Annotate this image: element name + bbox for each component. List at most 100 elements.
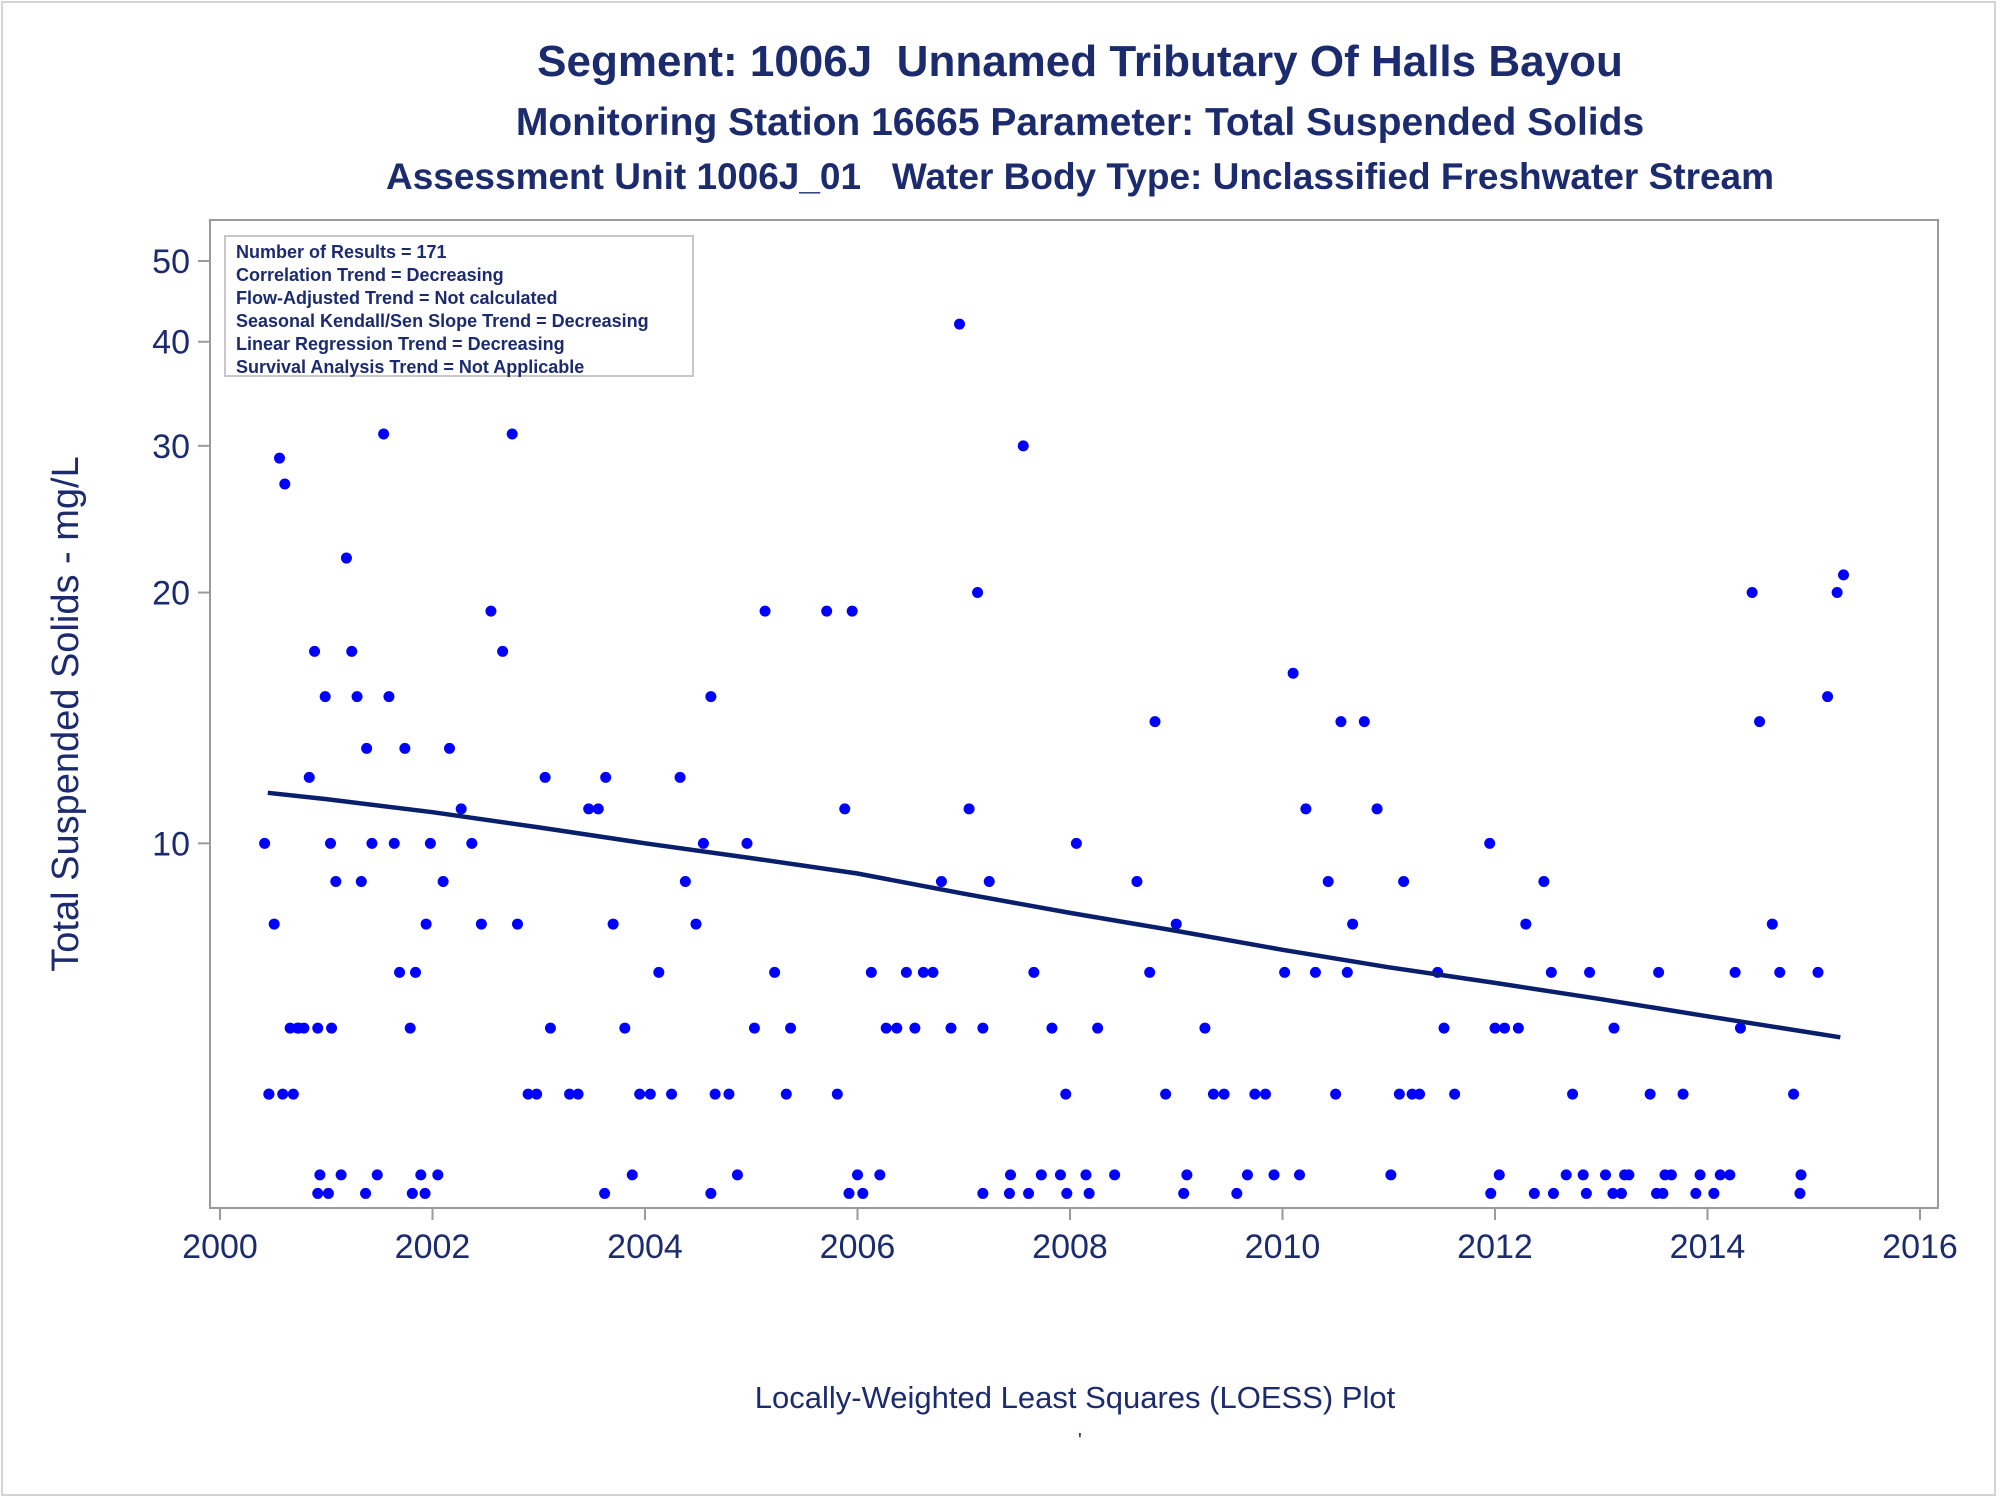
data-point (287, 1088, 299, 1100)
data-point (674, 771, 686, 783)
data-point (259, 837, 271, 849)
data-point (1665, 1169, 1677, 1181)
data-point (406, 1187, 418, 1199)
stat-line: Seasonal Kendall/Sen Slope Trend = Decre… (236, 311, 649, 331)
data-point (475, 918, 487, 930)
chart-subtitle-2: Assessment Unit 1006J_01 Water Body Type… (80, 156, 2000, 198)
data-point (1493, 1169, 1505, 1181)
data-point (972, 587, 984, 599)
data-point (1070, 837, 1082, 849)
data-point (690, 918, 702, 930)
data-point (843, 1187, 855, 1199)
data-point (1170, 918, 1182, 930)
data-point (1812, 966, 1824, 978)
data-point (1144, 966, 1156, 978)
data-point (935, 875, 947, 887)
data-point (1028, 966, 1040, 978)
data-point (497, 645, 509, 657)
data-point (599, 1187, 611, 1199)
data-point (312, 1187, 324, 1199)
data-point (1567, 1088, 1579, 1100)
data-point (1294, 1169, 1305, 1181)
data-point (346, 645, 358, 657)
data-point (1547, 1187, 1559, 1199)
data-point (977, 1022, 989, 1034)
data-point (1520, 918, 1532, 930)
chart-title: Segment: 1006J Unnamed Tributary Of Hall… (537, 37, 1623, 86)
data-point (322, 1187, 334, 1199)
data-point (1330, 1088, 1342, 1100)
data-point (1080, 1169, 1092, 1181)
data-point (857, 1187, 869, 1199)
data-point (1017, 440, 1029, 452)
data-point (1729, 966, 1741, 978)
y-tick-label: 50 (152, 243, 190, 281)
data-point (420, 918, 432, 930)
y-tick-label: 20 (152, 575, 190, 613)
data-point (1746, 587, 1758, 599)
data-point (1499, 1022, 1511, 1034)
data-point (679, 875, 691, 887)
data-point (415, 1169, 427, 1181)
data-point (1300, 803, 1312, 815)
data-point (874, 1169, 886, 1181)
data-point (705, 1187, 717, 1199)
data-point (1249, 1088, 1261, 1100)
data-point (378, 428, 390, 440)
data-point (748, 1022, 760, 1034)
data-point (1512, 1022, 1524, 1034)
stat-line: Survival Analysis Trend = Not Applicable (236, 357, 585, 377)
data-point (666, 1088, 678, 1100)
data-point (634, 1088, 646, 1100)
data-point (522, 1088, 534, 1100)
data-point (909, 1022, 921, 1034)
y-tick-label: 10 (152, 825, 190, 863)
data-point (1061, 1187, 1073, 1199)
data-point (371, 1169, 383, 1181)
data-point (1766, 918, 1778, 930)
data-point (705, 691, 717, 703)
subtitle2-prefix: Assessment Unit 1006J_01 (385, 156, 862, 197)
data-point (1623, 1169, 1635, 1181)
x-tick-label: 2002 (395, 1228, 471, 1266)
data-point (394, 966, 406, 978)
data-point (1347, 918, 1359, 930)
data-point (383, 691, 395, 703)
data-point (1754, 716, 1766, 728)
data-point (1485, 1187, 1497, 1199)
data-point (1653, 966, 1665, 978)
data-point (564, 1088, 576, 1100)
data-point (1608, 1022, 1620, 1034)
x-tick-label: 2016 (1882, 1228, 1958, 1266)
data-point (366, 837, 378, 849)
data-point (531, 1088, 543, 1100)
data-point (1054, 1169, 1066, 1181)
x-tick-label: 2010 (1245, 1228, 1321, 1266)
data-point (1690, 1187, 1702, 1199)
x-tick-label: 2008 (1032, 1228, 1108, 1266)
data-point (424, 837, 436, 849)
data-point (1335, 716, 1347, 728)
data-point (1199, 1022, 1211, 1034)
data-point (954, 318, 965, 330)
data-point (1322, 875, 1334, 887)
data-point (1149, 716, 1161, 728)
chart-footnote: Locally-Weighted Least Squares (LOESS) P… (754, 1380, 1396, 1415)
data-point (1607, 1187, 1619, 1199)
data-point (1831, 587, 1843, 599)
data-point (355, 875, 367, 887)
data-point (1231, 1187, 1243, 1199)
data-point (1181, 1169, 1193, 1181)
data-point (917, 966, 929, 978)
data-point (977, 1187, 989, 1199)
data-point (466, 837, 478, 849)
data-point (741, 837, 753, 849)
data-point (1795, 1169, 1807, 1181)
data-point (303, 771, 315, 783)
data-point (1003, 1187, 1015, 1199)
data-point (544, 1022, 556, 1034)
data-point (312, 1022, 324, 1034)
data-point (1207, 1088, 1219, 1100)
footnote-mark: ' (1078, 1430, 1082, 1452)
